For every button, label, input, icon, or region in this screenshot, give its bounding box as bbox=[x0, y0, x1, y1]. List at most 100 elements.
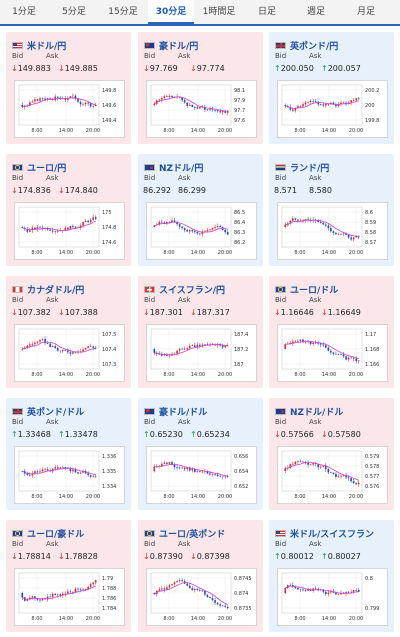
candle-body bbox=[77, 98, 79, 102]
candle-body bbox=[327, 225, 330, 229]
pair-name: 米ドル/スイスフラン bbox=[290, 530, 375, 540]
candle-body bbox=[188, 230, 191, 232]
chart-panel[interactable]: 1.17 1.168 1.166 8:00 14:00 20:00 bbox=[277, 324, 388, 382]
chart-panel[interactable]: 86.5 86.4 86.3 86.2 8:00 14:00 20:00 bbox=[146, 202, 257, 260]
candle-body bbox=[21, 593, 24, 598]
tab-7[interactable]: 月足 bbox=[356, 7, 375, 17]
currency-card[interactable]: ユーロ/ドル Bid Ask ↓1.16646 ↓1.16649 1.17 1.168 1.1… bbox=[269, 276, 394, 388]
candle-body bbox=[350, 100, 352, 103]
candle-body bbox=[171, 584, 173, 586]
candle-body bbox=[309, 101, 312, 102]
candle-body bbox=[226, 232, 229, 235]
currency-card[interactable]: ユーロ/英ポンド Bid Ask ↓0.87390 ↓0.87398 0.8745 0.87… bbox=[138, 520, 263, 632]
chart-panel[interactable]: 1.79 1.788 1.786 1.784 8:00 14:00 20:00 bbox=[14, 568, 125, 626]
candle-body bbox=[69, 352, 72, 354]
candle-body bbox=[67, 591, 69, 594]
candle-body bbox=[181, 226, 183, 229]
chart-panel[interactable]: 8.6 8.59 8.58 8.57 8:00 14:00 20:00 bbox=[277, 202, 388, 260]
candle-body bbox=[355, 358, 358, 362]
candle-body bbox=[330, 228, 332, 232]
chart-panel[interactable]: 200.2 200 199.8 8:00 14:00 20:00 bbox=[277, 80, 388, 138]
candle-body bbox=[84, 220, 87, 223]
candle-body bbox=[347, 592, 350, 593]
candle-body bbox=[221, 605, 224, 607]
candle-body bbox=[332, 591, 335, 593]
x-tick-label: 14:00 bbox=[59, 616, 73, 622]
candle-body bbox=[211, 109, 214, 111]
x-tick-label: 14:00 bbox=[59, 128, 73, 134]
ask-label: Ask bbox=[309, 174, 322, 182]
chart-panel[interactable]: 0.579 0.578 0.577 0.576 8:00 14:00 20:00 bbox=[277, 446, 388, 504]
candle-body bbox=[44, 469, 46, 470]
currency-card[interactable]: 英ポンド/ドル Bid Ask ↑1.33468 ↑1.33478 1.336 1.335 1… bbox=[6, 398, 131, 510]
tab-2[interactable]: 15分足 bbox=[108, 7, 138, 17]
currency-card[interactable]: 米ドル/スイスフラン Bid Ask ↑0.80012 ↑0.80027 0.8 0.799… bbox=[269, 520, 394, 632]
chart-panel[interactable]: 149.8 149.6 149.4 8:00 14:00 20:00 bbox=[14, 80, 125, 138]
candle-body bbox=[87, 220, 89, 223]
candle-body bbox=[284, 468, 287, 471]
candle-body bbox=[49, 343, 51, 348]
candle-body bbox=[201, 107, 204, 108]
x-tick-label: 20:00 bbox=[349, 250, 363, 256]
candle-body bbox=[59, 594, 62, 596]
currency-card[interactable]: 米ドル/円 Bid Ask ↓149.883 ↓149.885 149.8 149.6 149… bbox=[6, 32, 131, 144]
pair-name: カナダドル/円 bbox=[27, 286, 85, 296]
tab-3[interactable]: 30分足 bbox=[148, 0, 194, 24]
ask-value: ↑0.65234 bbox=[190, 430, 230, 439]
candle-body bbox=[36, 598, 39, 600]
candle-body bbox=[92, 582, 95, 585]
bid-label: Bid bbox=[12, 296, 24, 304]
candle-body bbox=[327, 468, 330, 473]
tab-5[interactable]: 日足 bbox=[257, 7, 276, 17]
candle-body bbox=[166, 462, 168, 464]
candle-body bbox=[206, 230, 209, 232]
card-header: ユーロ/ドル bbox=[275, 279, 338, 296]
x-tick-label: 14:00 bbox=[191, 616, 205, 622]
x-tick-label: 20:00 bbox=[218, 250, 232, 256]
candle-body bbox=[89, 475, 92, 477]
trend-arrow-icon: ↓ bbox=[11, 308, 18, 317]
candle-body bbox=[67, 468, 69, 469]
ask-label: Ask bbox=[309, 296, 322, 304]
bid-label: Bid bbox=[144, 52, 156, 60]
tab-1[interactable]: 5分足 bbox=[62, 7, 86, 17]
candle-body bbox=[304, 102, 307, 105]
currency-card[interactable]: NZドル/円 Bid Ask 86.292 86.299 86.5 86.4 86.3 86.2… bbox=[138, 154, 263, 266]
currency-card[interactable]: ランド/円 Bid Ask 8.571 8.580 8.6 8.59 8.58 8.57 8:00… bbox=[269, 154, 394, 266]
candle-body bbox=[201, 344, 204, 346]
currency-card[interactable]: 豪ドル/ドル Bid Ask ↑0.65230 ↑0.65234 0.656 0.654 0.… bbox=[138, 398, 263, 510]
trend-arrow-icon: ↑ bbox=[321, 64, 328, 73]
tab-0[interactable]: 1分足 bbox=[12, 7, 36, 17]
chart-panel[interactable]: 107.5 107.4 107.3 8:00 14:00 20:00 bbox=[14, 324, 125, 382]
chart-panel[interactable]: 0.656 0.654 0.652 8:00 14:00 20:00 bbox=[146, 446, 257, 504]
y-tick-label: 200.2 bbox=[365, 88, 379, 94]
flag-icon bbox=[144, 408, 155, 415]
currency-card[interactable]: NZドル/ドル Bid Ask ↓0.57566 ↓0.57580 0.579 0.578 0… bbox=[269, 398, 394, 510]
currency-card[interactable]: 英ポンド/円 Bid Ask ↑200.050 ↑200.057 200.2 200 199.… bbox=[269, 32, 394, 144]
candle-body bbox=[206, 594, 209, 598]
ask-value: ↓174.840 bbox=[58, 186, 98, 195]
flag-icon bbox=[12, 408, 23, 415]
currency-card[interactable]: スイスフラン/円 Bid Ask ↓187.301 ↓187.317 187.4 187.2… bbox=[138, 276, 263, 388]
flag-icon bbox=[275, 530, 286, 537]
currency-card[interactable]: ユーロ/豪ドル Bid Ask ↓1.78814 ↓1.78828 1.79 1.788 1.… bbox=[6, 520, 131, 632]
currency-card[interactable]: カナダドル/円 Bid Ask ↓107.382 ↓107.388 107.5 107.4 1… bbox=[6, 276, 131, 388]
chart-panel[interactable]: 187.4 187.2 187 8:00 14:00 20:00 bbox=[146, 324, 257, 382]
ask-value: 8.580 bbox=[309, 186, 332, 195]
tab-4[interactable]: 1時間足 bbox=[202, 7, 236, 17]
chart-panel[interactable]: 0.8 0.799 8:00 14:00 20:00 bbox=[277, 568, 388, 626]
candle-body bbox=[181, 348, 183, 350]
currency-card[interactable]: 豪ドル/円 Bid Ask ↓97.769 ↓97.774 98.1 97.9 97.7 97.… bbox=[138, 32, 263, 144]
chart-panel[interactable]: 175 174.8 174.6 8:00 14:00 20:00 bbox=[14, 202, 125, 260]
currency-card[interactable]: ユーロ/円 Bid Ask ↓174.836 ↓174.840 175 174.8 174.6… bbox=[6, 154, 131, 266]
card-header: ユーロ/英ポンド bbox=[144, 523, 225, 540]
chart-panel[interactable]: 1.336 1.335 1.334 8:00 14:00 20:00 bbox=[14, 446, 125, 504]
candle-body bbox=[39, 227, 41, 228]
chart-panel[interactable]: 0.8745 0.874 0.8735 8:00 14:00 20:00 bbox=[146, 568, 257, 626]
chart-panel[interactable]: 98.1 97.9 97.7 97.6 8:00 14:00 20:00 bbox=[146, 80, 257, 138]
tab-6[interactable]: 週足 bbox=[306, 7, 325, 17]
x-tick-label: 8:00 bbox=[31, 372, 42, 378]
y-tick-label: 86.3 bbox=[234, 230, 245, 236]
candle-body bbox=[337, 103, 340, 107]
candle-body bbox=[204, 231, 206, 232]
